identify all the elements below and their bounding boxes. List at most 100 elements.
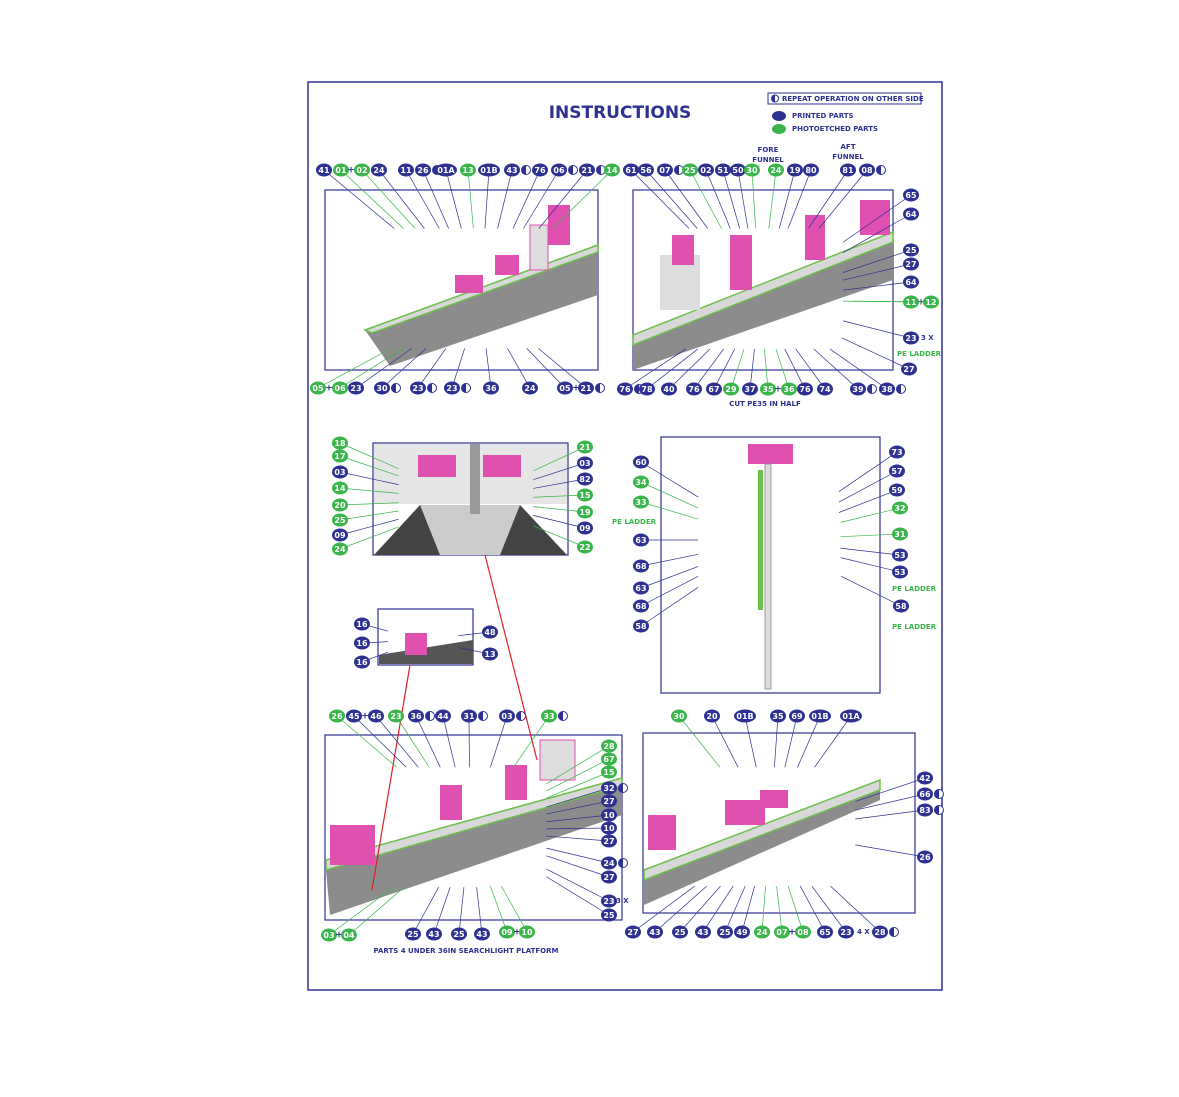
part-number: 16 bbox=[356, 639, 368, 648]
part-number: 38 bbox=[881, 385, 893, 394]
part-number: 78 bbox=[641, 385, 653, 394]
part-number: 64 bbox=[905, 210, 917, 219]
part-number: 27 bbox=[603, 837, 614, 846]
part-number: 28 bbox=[603, 742, 615, 751]
part-number: 43 bbox=[697, 928, 708, 937]
legend-text: REPEAT OPERATION ON OTHER SIDE bbox=[782, 95, 924, 103]
note: PE LADDER bbox=[612, 518, 657, 526]
part-number: 63 bbox=[635, 536, 646, 545]
part-number: 23 bbox=[446, 384, 457, 393]
part-number: 35 bbox=[762, 385, 774, 394]
legend-swatch bbox=[772, 124, 786, 134]
part-number: 02 bbox=[700, 166, 711, 175]
part-number: 40 bbox=[663, 385, 675, 394]
note: PE LADDER bbox=[897, 350, 942, 358]
part-number: 25 bbox=[453, 930, 465, 939]
part-number: 29 bbox=[725, 385, 737, 394]
part-number: 68 bbox=[635, 562, 647, 571]
part-number: 36 bbox=[410, 712, 422, 721]
part-number: 58 bbox=[635, 622, 647, 631]
part-number: 64 bbox=[905, 278, 917, 287]
part-number: 10 bbox=[603, 811, 615, 820]
plus-sign: + bbox=[788, 928, 796, 938]
note: AFT bbox=[841, 143, 856, 151]
part-number: 25 bbox=[684, 166, 696, 175]
part-number: 27 bbox=[603, 873, 614, 882]
part-number: 60 bbox=[635, 458, 647, 467]
part-number: 56 bbox=[640, 166, 652, 175]
part-number: 03 bbox=[334, 468, 345, 477]
part-number: 13 bbox=[462, 166, 473, 175]
part-number: 19 bbox=[789, 166, 801, 175]
part-number: 07 bbox=[659, 166, 670, 175]
part-number: 18 bbox=[334, 439, 346, 448]
part-number: 11 bbox=[905, 298, 917, 307]
legend-text: PRINTED PARTS bbox=[792, 112, 854, 120]
part-number: 59 bbox=[891, 486, 903, 495]
part-number: 13 bbox=[484, 650, 495, 659]
part-number: 09 bbox=[501, 928, 513, 937]
part-number: 23 bbox=[350, 384, 361, 393]
part-number: 24 bbox=[524, 384, 536, 393]
part-number: 76 bbox=[534, 166, 546, 175]
note: 3 X bbox=[921, 334, 934, 342]
legend-swatch bbox=[772, 111, 786, 121]
part-number: 20 bbox=[334, 501, 346, 510]
part-number: 15 bbox=[603, 768, 615, 777]
part-number: 32 bbox=[603, 784, 614, 793]
part-number: 33 bbox=[543, 712, 554, 721]
part-number: 19 bbox=[579, 508, 591, 517]
part-number: 25 bbox=[719, 928, 731, 937]
part-number: 06 bbox=[553, 166, 565, 175]
part-number: 01A bbox=[437, 166, 455, 175]
part-number: 67 bbox=[708, 385, 719, 394]
part-number: 16 bbox=[356, 658, 368, 667]
part-number: 07 bbox=[776, 928, 787, 937]
part-number: 37 bbox=[744, 385, 755, 394]
part-number: 80 bbox=[805, 166, 817, 175]
part-number: 08 bbox=[797, 928, 809, 937]
part-number: 58 bbox=[895, 602, 907, 611]
part-number: 14 bbox=[334, 484, 346, 493]
part-number: 01A bbox=[842, 712, 860, 721]
legend-text: PHOTOETCHED PARTS bbox=[792, 125, 878, 133]
part-number: 25 bbox=[905, 246, 917, 255]
part-number: 03 bbox=[579, 459, 590, 468]
part-number: 10 bbox=[603, 824, 615, 833]
part-number: 45 bbox=[348, 712, 360, 721]
part-number: 27 bbox=[905, 260, 916, 269]
part-number: 23 bbox=[390, 712, 401, 721]
part-number: 51 bbox=[717, 166, 729, 175]
part-number: 21 bbox=[580, 384, 592, 393]
part-number: 39 bbox=[852, 385, 864, 394]
part-number: 36 bbox=[783, 385, 795, 394]
part-number: 76 bbox=[619, 385, 631, 394]
part-number: 22 bbox=[579, 543, 590, 552]
part-number: 32 bbox=[894, 504, 905, 513]
note: 3 X bbox=[616, 897, 629, 905]
part-number: 16 bbox=[356, 620, 368, 629]
part-number: 65 bbox=[819, 928, 831, 937]
part-number: 15 bbox=[579, 491, 591, 500]
part-number: 05 bbox=[312, 384, 324, 393]
part-number: 43 bbox=[649, 928, 660, 937]
part-number: 27 bbox=[903, 365, 914, 374]
part-number: 65 bbox=[905, 191, 917, 200]
part-number: 26 bbox=[331, 712, 343, 721]
part-number: 03 bbox=[501, 712, 512, 721]
part-number: 43 bbox=[506, 166, 517, 175]
part-number: 03 bbox=[323, 931, 334, 940]
part-number: 34 bbox=[635, 478, 647, 487]
part-number: 42 bbox=[919, 774, 930, 783]
part-number: 24 bbox=[334, 545, 346, 554]
part-number: 21 bbox=[579, 443, 591, 452]
part-number: 26 bbox=[919, 853, 931, 862]
part-number: 30 bbox=[376, 384, 388, 393]
part-number: 21 bbox=[581, 166, 593, 175]
part-number: 23 bbox=[840, 928, 851, 937]
part-number: 61 bbox=[625, 166, 637, 175]
part-number: 24 bbox=[756, 928, 768, 937]
part-number: 09 bbox=[579, 524, 591, 533]
part-number: 01B bbox=[811, 712, 828, 721]
